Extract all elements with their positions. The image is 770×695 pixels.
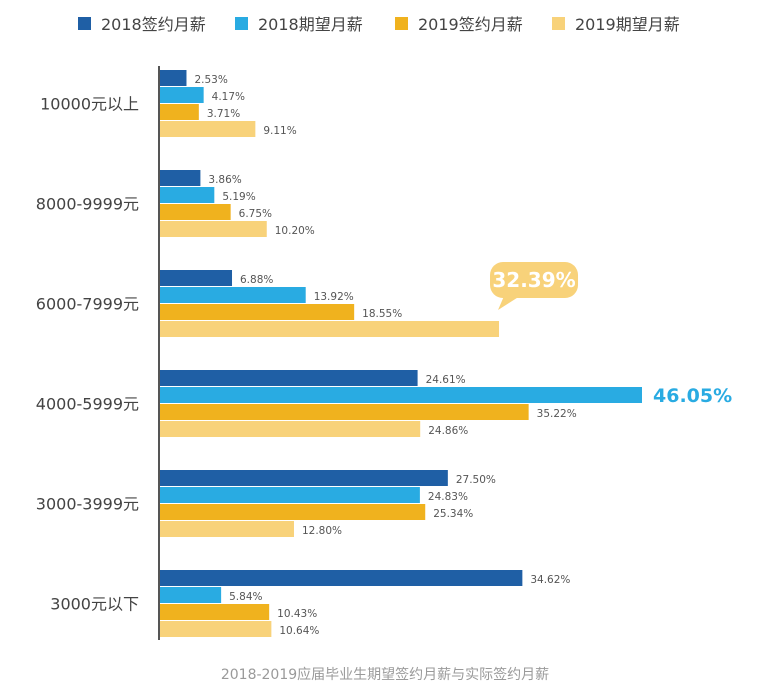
callout-bubble [490,262,579,298]
bar [160,370,418,386]
callout-pointer [498,296,521,310]
bar [160,621,272,637]
data-label: 13.92% [314,291,354,303]
data-label: 3.86% [208,174,241,186]
bar [160,487,420,503]
bar [160,470,448,486]
bar [160,70,187,86]
data-label: 6.88% [240,274,273,286]
bar [160,104,199,120]
data-label: 24.61% [426,374,466,386]
data-label: 4.17% [212,91,245,103]
bar-chart: 10000元以上 2.53% 4.17% 3.71% 9.11% 8000-9999元 3.… [36,66,732,640]
data-label: 5.84% [229,591,262,603]
category-label: 8000-9999元 [36,195,139,214]
data-label: 3.71% [207,108,240,120]
legend-swatch [78,16,91,30]
bar [160,204,231,220]
bar [160,270,233,286]
legend-label: 2018期望月薪 [258,15,363,34]
data-label: 18.55% [362,308,402,320]
bar [160,121,256,137]
bar [160,387,642,403]
bar [160,287,306,303]
legend-swatch [552,16,565,30]
bar [160,504,426,520]
legend-item-0: 2018签约月薪 [78,10,206,36]
bar [160,521,294,537]
legend-item-2: 2019签约月薪 [395,10,523,36]
legend-label: 2019期望月薪 [575,15,680,34]
bar [160,170,201,186]
data-label: 12.80% [302,525,342,537]
legend-swatch [235,16,248,30]
data-label-highlight: 46.05% [653,385,732,407]
bar [160,87,204,103]
data-label: 5.19% [222,191,255,203]
data-label: 34.62% [530,574,570,586]
data-label: 27.50% [456,474,496,486]
category-label: 3000元以下 [50,595,139,614]
legend-item-1: 2018期望月薪 [235,10,363,36]
data-label: 10.43% [277,608,317,620]
data-label: 10.64% [279,625,319,637]
data-label: 25.34% [433,508,473,520]
category-label: 4000-5999元 [36,395,139,414]
data-label: 9.11% [263,125,296,137]
bar [160,321,500,337]
category-label: 6000-7999元 [36,295,139,314]
category-label: 3000-3999元 [36,495,139,514]
data-label: 2.53% [194,74,227,86]
data-label: 24.86% [428,425,468,437]
data-label: 6.75% [239,208,272,220]
data-label: 35.22% [537,408,577,420]
data-label: 10.20% [275,225,315,237]
bar [160,587,222,603]
category-label: 10000元以上 [40,95,139,114]
chart-caption: 2018-2019应届毕业生期望签约月薪与实际签约月薪 [220,667,550,683]
data-label: 24.83% [428,491,468,503]
callout: 32.39% [490,262,579,310]
legend-swatch [395,16,408,30]
bar [160,304,355,320]
data-label-callout: 32.39% [492,268,575,292]
bar [160,187,215,203]
bar [160,404,529,420]
legend-item-3: 2019期望月薪 [552,10,680,36]
legend: 2018签约月薪 2018期望月薪 2019签约月薪 2019期望月薪 [0,10,770,36]
legend-label: 2018签约月薪 [101,15,206,34]
legend-label: 2019签约月薪 [418,15,523,34]
bar [160,421,421,437]
bar [160,570,523,586]
bar [160,221,267,237]
bar [160,604,270,620]
